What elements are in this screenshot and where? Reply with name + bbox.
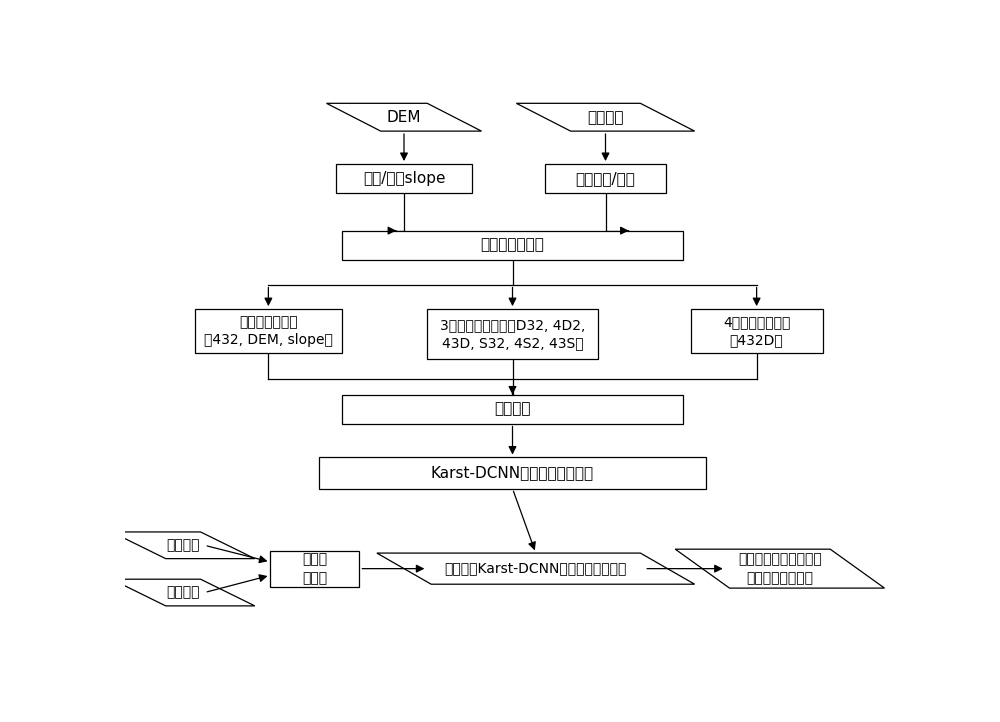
Text: 中国南方锥状喀斯特地
貌分布范围示意图: 中国南方锥状喀斯特地 貌分布范围示意图 (738, 552, 822, 585)
Text: 波段融合/裁剪: 波段融合/裁剪 (576, 171, 635, 186)
Polygon shape (111, 579, 255, 606)
Text: 4通道训练样本集
（432D）: 4通道训练样本集 （432D） (723, 315, 790, 347)
Bar (427, 309, 598, 359)
Polygon shape (377, 553, 695, 584)
Text: DEM: DEM (387, 110, 421, 125)
Polygon shape (516, 103, 695, 131)
Text: 遥感影像: 遥感影像 (587, 110, 624, 125)
Bar (691, 309, 822, 354)
Bar (545, 164, 666, 193)
Bar (342, 230, 683, 259)
Text: 制作训练样本集: 制作训练样本集 (481, 238, 544, 253)
Bar (336, 164, 472, 193)
Polygon shape (326, 103, 482, 131)
Text: Karst-DCNN深度神经网络模型: Karst-DCNN深度神经网络模型 (431, 466, 594, 481)
Polygon shape (675, 549, 885, 588)
Bar (319, 458, 706, 489)
Text: 镶嵌/生成slope: 镶嵌/生成slope (363, 171, 445, 186)
Text: 中国南
方数据: 中国南 方数据 (302, 552, 327, 585)
Text: 年均降水: 年均降水 (166, 586, 200, 599)
Text: 基础训练样本集
（432, DEM, slope）: 基础训练样本集 （432, DEM, slope） (204, 315, 333, 347)
Text: 3通道训练样本集（D32, 4D2,
43D, S32, 4S2, 43S）: 3通道训练样本集（D32, 4D2, 43D, S32, 4S2, 43S） (440, 318, 585, 350)
Text: 训练好的Karst-DCNN深度神经网络模型: 训练好的Karst-DCNN深度神经网络模型 (445, 562, 627, 575)
Bar (342, 395, 683, 424)
Bar (270, 551, 359, 587)
Bar (195, 309, 342, 354)
Text: 温度分带: 温度分带 (166, 539, 200, 552)
Polygon shape (111, 532, 255, 559)
Text: 样本标注: 样本标注 (494, 401, 531, 417)
